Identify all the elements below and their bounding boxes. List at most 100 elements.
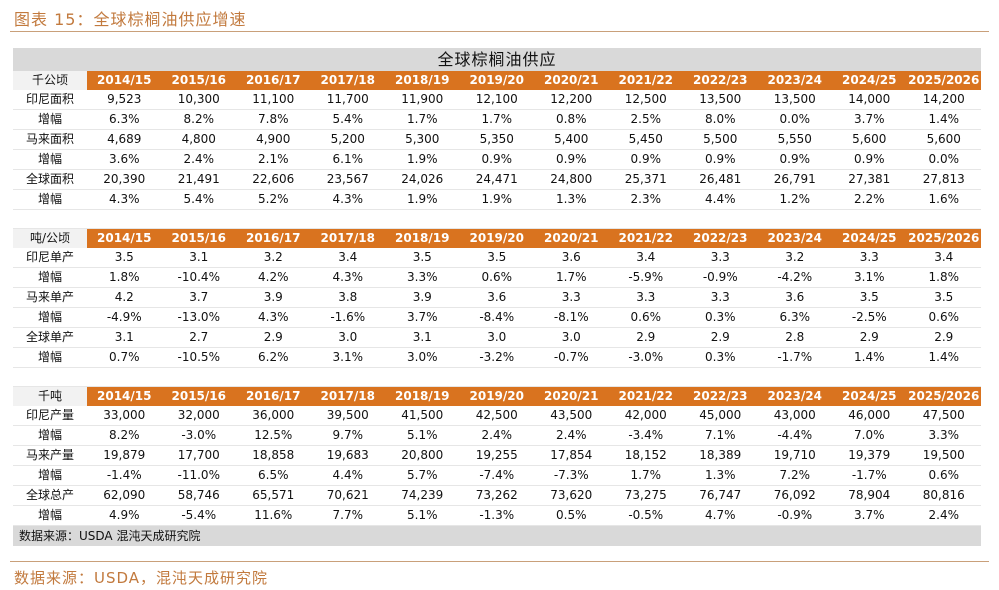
table-cell: 5.1% (385, 425, 460, 446)
table-cell: 1.4% (906, 109, 981, 130)
table-cell: 3.3% (906, 425, 981, 446)
table-cell: 0.3% (683, 307, 758, 328)
table-cell: 0.9% (608, 149, 683, 170)
table-cell: 7.7% (310, 505, 385, 526)
table-cell: 6.1% (310, 149, 385, 170)
table-cell: 5.1% (385, 505, 460, 526)
row-label: 增幅 (13, 109, 87, 130)
table-cell: 33,000 (87, 406, 162, 426)
table-cell: 5,550 (757, 129, 832, 150)
column-header: 2015/16 (161, 71, 236, 90)
table-row: 全球单产 3.1 2.7 2.9 3.0 3.1 3.0 3.0 2.9 2.9 2.8 2.9 2.9 (13, 327, 981, 348)
table-row: 增幅 -1.4% -11.0% 6.5% 4.4% 5.7% -7.4% -7.3% 1.7% 1… (13, 465, 981, 486)
table-cell: 4.3% (236, 307, 311, 328)
table-cell: 11.6% (236, 505, 311, 526)
row-label: 全球单产 (13, 327, 87, 348)
table-cell: 1.7% (459, 109, 534, 130)
table-cell: 8.0% (683, 109, 758, 130)
table-cell: 5,600 (832, 129, 907, 150)
table-cell: 3.3% (385, 267, 460, 288)
table-row: 全球面积 20,390 21,491 22,606 23,567 24,026 24,471… (13, 169, 981, 190)
table-cell: 4.4% (310, 465, 385, 486)
column-header: 2017/18 (310, 386, 385, 406)
table-cell: 3.7 (161, 287, 236, 308)
table-cell: 3.3 (608, 287, 683, 308)
table-cell: 27,381 (832, 169, 907, 190)
table-cell: 24,026 (385, 169, 460, 190)
table-cell: -4.2% (757, 267, 832, 288)
table-cell: 2.4% (534, 425, 609, 446)
table-cell: 4.3% (310, 267, 385, 288)
column-header: 2019/20 (459, 228, 534, 248)
table-cell: 3.5 (385, 248, 460, 268)
column-header: 2016/17 (236, 386, 311, 406)
table-cell: 1.2% (757, 189, 832, 210)
table-cell: 5,300 (385, 129, 460, 150)
table-cell: 19,379 (832, 445, 907, 466)
table-cell: 2.9 (832, 327, 907, 348)
row-label: 增幅 (13, 425, 87, 446)
table-cell: 1.7% (608, 465, 683, 486)
column-header: 2025/2026 (906, 386, 981, 406)
table-cell: 7.1% (683, 425, 758, 446)
table-cell: 47,500 (906, 406, 981, 426)
table-cell: 22,606 (236, 169, 311, 190)
table-cell: 0.8% (534, 109, 609, 130)
table-cell: 7.2% (757, 465, 832, 486)
table-cell: 0.9% (459, 149, 534, 170)
column-header: 2014/15 (87, 386, 162, 406)
table-cell: 4,800 (161, 129, 236, 150)
spacer-cell (13, 209, 981, 229)
table-cell: 18,389 (683, 445, 758, 466)
table-cell: 74,239 (385, 485, 460, 506)
row-label: 全球总产 (13, 485, 87, 506)
row-label: 马来产量 (13, 445, 87, 466)
table-cell: 19,683 (310, 445, 385, 466)
table-cell: -10.4% (161, 267, 236, 288)
table-cell: 5.7% (385, 465, 460, 486)
table-cell: 3.6 (757, 287, 832, 308)
table-cell: 19,255 (459, 445, 534, 466)
table-title-row: 全球棕榈油供应 (13, 48, 981, 71)
column-header: 2019/20 (459, 386, 534, 406)
row-label: 增幅 (13, 465, 87, 486)
table-cell: 12.5% (236, 425, 311, 446)
table-cell: -7.3% (534, 465, 609, 486)
table-cell: 76,747 (683, 485, 758, 506)
table-cell: -4.4% (757, 425, 832, 446)
table-cell: 5.4% (161, 189, 236, 210)
table-cell: 0.6% (459, 267, 534, 288)
table-cell: 5,600 (906, 129, 981, 150)
table-cell: 42,500 (459, 406, 534, 426)
table-row: 增幅 4.9% -5.4% 11.6% 7.7% 5.1% -1.3% 0.5% -0.5% 4.… (13, 505, 981, 526)
table-cell: 1.9% (459, 189, 534, 210)
table-cell: 2.2% (832, 189, 907, 210)
row-label: 印尼产量 (13, 406, 87, 426)
table-cell: 4.3% (87, 189, 162, 210)
table-cell: 2.4% (459, 425, 534, 446)
table-cell: 10,300 (161, 90, 236, 110)
table-cell: 6.2% (236, 347, 311, 368)
table-cell: 45,000 (683, 406, 758, 426)
table-cell: 32,000 (161, 406, 236, 426)
table-cell: 1.9% (385, 189, 460, 210)
table-cell: 3.4 (608, 248, 683, 268)
unit-label: 千吨 (13, 386, 87, 406)
table-cell: 12,500 (608, 90, 683, 110)
table-cell: 36,000 (236, 406, 311, 426)
table-cell: 3.6 (534, 248, 609, 268)
row-label: 增幅 (13, 505, 87, 526)
column-header: 2021/22 (608, 386, 683, 406)
table-cell: 2.9 (906, 327, 981, 348)
table-cell: 3.1 (161, 248, 236, 268)
table-cell: 43,500 (534, 406, 609, 426)
table-cell: 73,620 (534, 485, 609, 506)
table-cell: 46,000 (832, 406, 907, 426)
table-cell: 13,500 (683, 90, 758, 110)
table-cell: 3.2 (757, 248, 832, 268)
table-cell: 18,858 (236, 445, 311, 466)
table-row: 印尼单产 3.5 3.1 3.2 3.4 3.5 3.5 3.6 3.4 3.3 3.2 3.3 3.4 (13, 248, 981, 268)
table-cell: 70,621 (310, 485, 385, 506)
table-cell: 5,500 (683, 129, 758, 150)
table-cell: 3.1 (87, 327, 162, 348)
